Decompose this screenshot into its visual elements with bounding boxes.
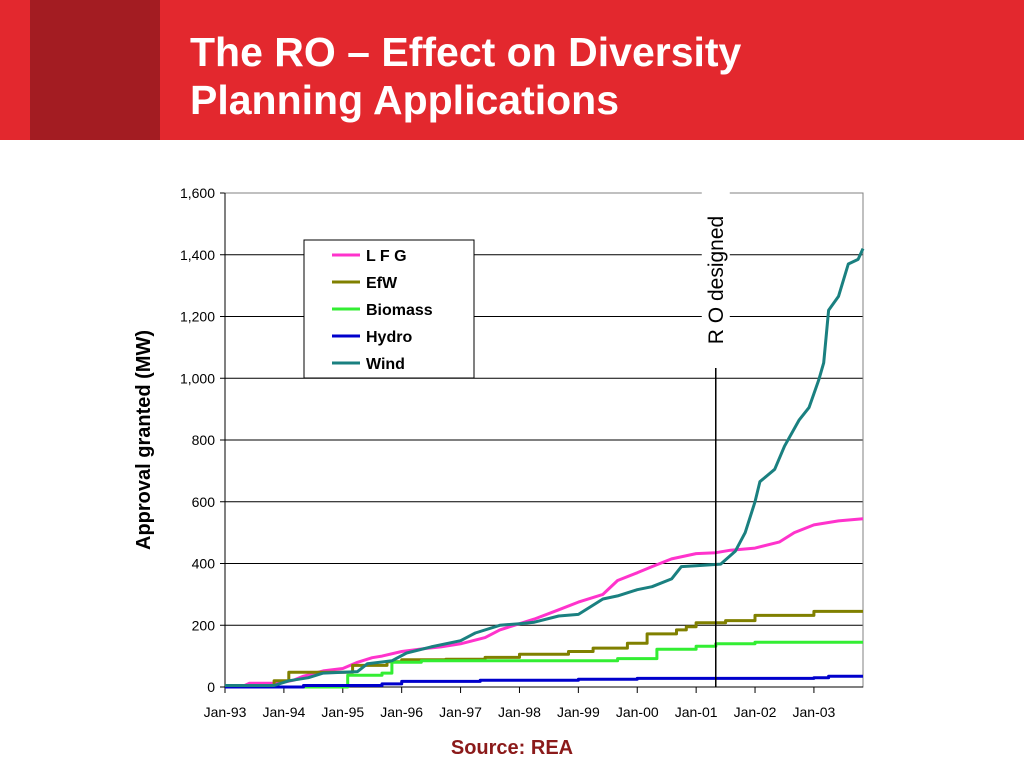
banner-left-accent bbox=[0, 0, 30, 140]
series-line-wind bbox=[225, 247, 865, 687]
y-axis-label: Approval granted (MW) bbox=[133, 330, 155, 550]
legend-label: L F G bbox=[366, 248, 407, 265]
x-tick-label: Jan-93 bbox=[204, 704, 247, 720]
approval-line-chart: 0 200 400 600 800 1,000 1,200 1,400 1,600 Jan-93 J… bbox=[133, 185, 865, 720]
banner-dark-block bbox=[30, 0, 160, 140]
y-tick-label: 200 bbox=[192, 617, 216, 633]
legend-label: Biomass bbox=[366, 302, 433, 319]
ro-designed-label: R O designed bbox=[705, 216, 728, 344]
x-tick-label: Jan-01 bbox=[675, 704, 718, 720]
title-banner bbox=[0, 0, 1024, 140]
y-tick-label: 1,600 bbox=[180, 185, 215, 201]
x-tick-label: Jan-02 bbox=[734, 704, 777, 720]
x-tick-label: Jan-00 bbox=[616, 704, 659, 720]
slide-title: The RO – Effect on Diversity Planning Ap… bbox=[190, 28, 990, 124]
legend-label: Hydro bbox=[366, 329, 412, 346]
x-tick-label: Jan-98 bbox=[498, 704, 541, 720]
series-line-hydro bbox=[225, 674, 863, 689]
y-tick-label: 1,000 bbox=[180, 370, 215, 386]
x-tick-label: Jan-99 bbox=[557, 704, 600, 720]
x-tick-label: Jan-94 bbox=[262, 704, 305, 720]
series-line-biomass bbox=[225, 640, 863, 689]
x-tick-label: Jan-96 bbox=[380, 704, 423, 720]
series-line-efw bbox=[225, 609, 863, 687]
y-tick-label: 1,400 bbox=[180, 247, 215, 263]
legend-label: EfW bbox=[366, 275, 398, 292]
y-tick-label: 800 bbox=[192, 432, 216, 448]
x-tick-label: Jan-97 bbox=[439, 704, 482, 720]
x-tick-label: Jan-03 bbox=[793, 704, 836, 720]
legend-label: Wind bbox=[366, 356, 405, 373]
source-note: Source: REA bbox=[450, 737, 574, 759]
slide-title-line-2: Planning Applications bbox=[190, 77, 619, 123]
y-tick-label: 400 bbox=[192, 556, 216, 572]
slide-title-line-1: The RO – Effect on Diversity bbox=[190, 29, 742, 75]
y-tick-label: 600 bbox=[192, 494, 216, 510]
y-tick-label: 0 bbox=[207, 679, 215, 695]
ro-label-background bbox=[701, 192, 730, 368]
y-tick-label: 1,200 bbox=[180, 309, 215, 325]
x-tick-label: Jan-95 bbox=[321, 704, 364, 720]
